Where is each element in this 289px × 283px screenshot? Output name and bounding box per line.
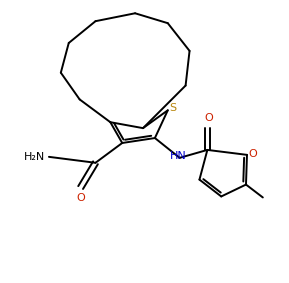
- Text: O: O: [204, 113, 213, 123]
- Text: S: S: [169, 103, 176, 113]
- Text: HN: HN: [170, 151, 187, 161]
- Text: H₂N: H₂N: [24, 152, 45, 162]
- Text: O: O: [76, 194, 85, 203]
- Text: O: O: [249, 149, 257, 159]
